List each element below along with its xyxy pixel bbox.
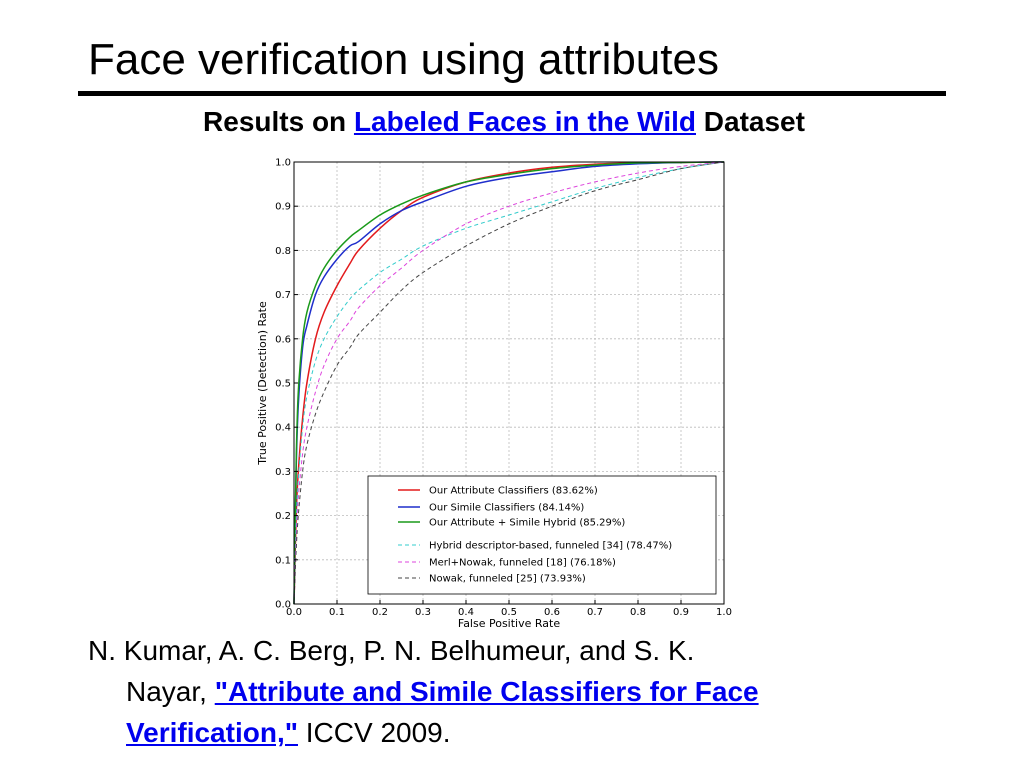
y-tick-label: 0.5 — [275, 379, 291, 390]
subtitle-prefix: Results on — [203, 106, 347, 137]
y-tick-label: 0.2 — [275, 511, 291, 522]
x-axis-label: False Positive Rate — [458, 617, 560, 630]
y-axis-label: True Positive (Detection) Rate — [256, 301, 269, 466]
x-tick-label: 0.7 — [587, 607, 603, 618]
legend: Our Attribute Classifiers (83.62%) Our Si… — [367, 475, 717, 595]
x-tick-label: 0.3 — [415, 607, 431, 618]
legend-entry: Nowak, funneled [25] (73.93%) — [429, 574, 586, 585]
slide-title: Face verification using attributes — [88, 35, 719, 84]
legend-entry: Hybrid descriptor-based, funneled [34] (… — [429, 541, 672, 552]
legend-entry: Our Simile Classifiers (84.14%) — [429, 503, 584, 514]
x-tick-label: 0.4 — [458, 607, 474, 618]
y-tick-label: 0.4 — [275, 423, 291, 434]
x-tick-label: 0.8 — [630, 607, 646, 618]
axis-ticks: 0.0 0.1 0.2 0.3 0.4 0.5 0.6 0.7 0.8 0.9 1.0 0.0 0.1 0… — [275, 158, 732, 619]
dataset-link[interactable]: Labeled Faces in the Wild — [353, 106, 696, 137]
y-tick-label: 1.0 — [275, 158, 291, 169]
citation-venue: ICCV 2009. — [305, 717, 451, 748]
series-line-5 — [293, 161, 725, 605]
y-tick-label: 0.1 — [275, 555, 291, 566]
x-tick-label: 1.0 — [716, 607, 732, 618]
x-tick-label: 0.0 — [286, 607, 302, 618]
x-tick-label: 0.6 — [544, 607, 560, 618]
series-line-1 — [293, 161, 725, 605]
citation: N. Kumar, A. C. Berg, P. N. Belhumeur, a… — [88, 630, 988, 753]
y-tick-label: 0.3 — [275, 467, 291, 478]
y-tick-label: 0.7 — [275, 290, 291, 301]
series-group — [293, 161, 725, 605]
series-line-2 — [293, 161, 725, 605]
x-tick-label: 0.2 — [372, 607, 388, 618]
y-tick-label: 0.6 — [275, 334, 291, 345]
legend-entry: Our Attribute Classifiers (83.62%) — [429, 486, 598, 497]
x-tick-label: 0.5 — [501, 607, 517, 618]
legend-entry: Merl+Nowak, funneled [18] (76.18%) — [429, 558, 616, 569]
roc-chart: 0.0 0.1 0.2 0.3 0.4 0.5 0.6 0.7 0.8 0.9 1.0 0.0 0.1 0… — [256, 158, 732, 631]
legend-entry: Our Attribute + Simile Hybrid (85.29%) — [429, 518, 625, 529]
subtitle-suffix: Dataset — [703, 106, 805, 137]
x-tick-label: 0.1 — [329, 607, 345, 618]
citation-authors: N. Kumar, A. C. Berg, P. N. Belhumeur, a… — [88, 635, 695, 666]
series-line-3 — [293, 161, 725, 605]
x-tick-label: 0.9 — [673, 607, 689, 618]
series-line-4 — [293, 161, 725, 605]
title-divider — [78, 91, 946, 96]
paper-title-link[interactable]: "Attribute and Simile Classifiers for Fa… — [214, 676, 759, 707]
legend-box — [367, 475, 717, 595]
series-line-6 — [293, 161, 725, 605]
y-tick-label: 0.8 — [275, 246, 291, 257]
slide-subtitle: Results on Labeled Faces in the Wild Dat… — [0, 104, 1008, 140]
y-tick-label: 0.9 — [275, 202, 291, 213]
y-tick-label: 0.0 — [275, 600, 291, 611]
paper-title-link-cont[interactable]: Verification," — [126, 717, 298, 748]
citation-authors-cont: Nayar, — [126, 676, 207, 707]
